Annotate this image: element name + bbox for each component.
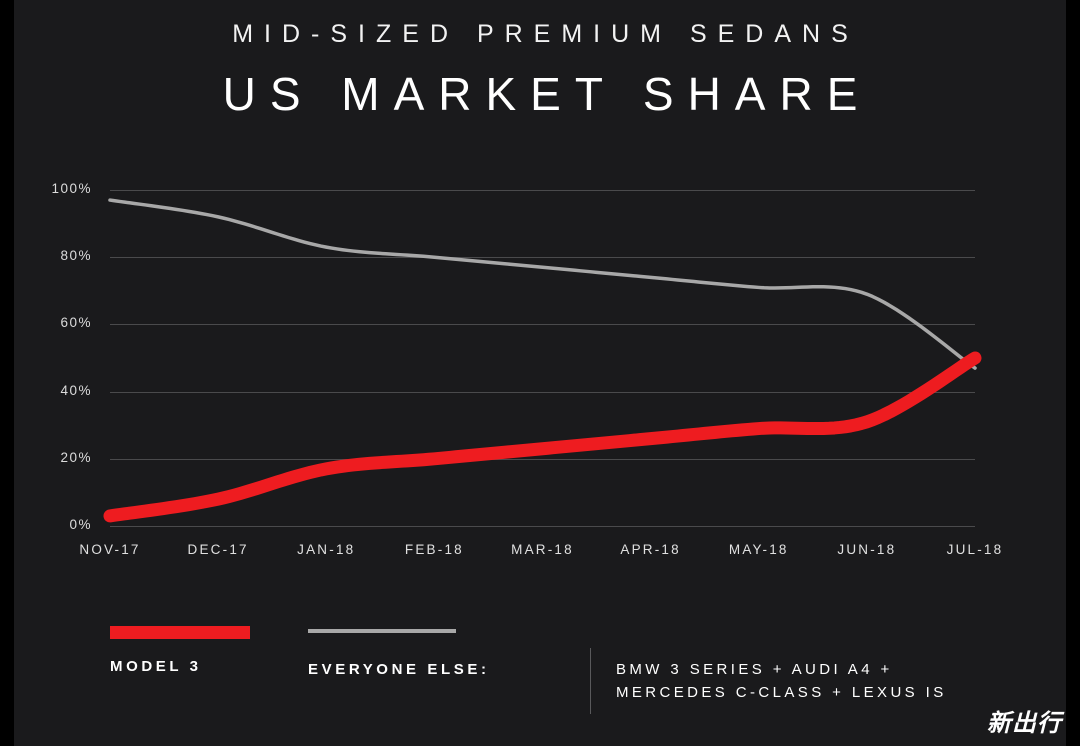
y-axis-labels: 0% 20% 40% 60% 80% 100% bbox=[0, 181, 100, 532]
legend-swatch-model3 bbox=[110, 626, 250, 639]
legend-label-model3: MODEL 3 bbox=[110, 658, 202, 675]
legend-description-line2: MERCEDES C-CLASS + LEXUS IS bbox=[616, 684, 947, 702]
gridline bbox=[110, 526, 975, 527]
x-tick-label: MAR-18 bbox=[511, 542, 574, 557]
gridline bbox=[110, 190, 975, 191]
series-line-model3 bbox=[103, 351, 982, 523]
y-tick-label: 0% bbox=[69, 517, 92, 532]
x-tick-label: DEC-17 bbox=[187, 542, 249, 557]
right-edge-bar bbox=[1066, 0, 1080, 746]
chart-title: US MARKET SHARE bbox=[222, 68, 872, 120]
legend-description-line1: BMW 3 SERIES + AUDI A4 + bbox=[616, 661, 893, 678]
series-lines bbox=[103, 198, 982, 523]
gridline bbox=[110, 458, 975, 460]
x-tick-label: JUL-18 bbox=[946, 542, 1004, 557]
x-tick-label: JAN-18 bbox=[297, 542, 356, 557]
plot-region bbox=[103, 190, 982, 527]
x-tick-label: NOV-17 bbox=[79, 542, 141, 557]
chart-legend: MODEL 3 EVERYONE ELSE: BMW 3 SERIES + AU… bbox=[110, 612, 1010, 722]
x-axis-labels: NOV-17 DEC-17 JAN-18 FEB-18 MAR-18 APR-1… bbox=[79, 542, 1001, 566]
gridline bbox=[110, 257, 975, 259]
watermark: 新出行 bbox=[987, 709, 1062, 737]
chart-subtitle: MID-SIZED PREMIUM SEDANS bbox=[232, 20, 859, 48]
y-tick-label: 80% bbox=[60, 248, 92, 264]
chart-area: 0% 20% 40% 60% 80% 100% NOV-17 DEC-17 JA… bbox=[0, 160, 1080, 580]
x-tick-label: MAY-18 bbox=[728, 542, 789, 557]
x-tick-label: FEB-18 bbox=[404, 542, 464, 557]
legend-description: BMW 3 SERIES + AUDI A4 + MERCEDES C-CLAS… bbox=[616, 658, 947, 705]
legend-swatch-everyone-else bbox=[308, 629, 456, 633]
gridline bbox=[110, 391, 975, 393]
y-tick-label: 40% bbox=[60, 382, 92, 398]
y-tick-label: 20% bbox=[60, 449, 92, 465]
gridline bbox=[110, 324, 975, 326]
title-block: MID-SIZED PREMIUM SEDANS US MARKET SHARE bbox=[0, 20, 1080, 120]
legend-divider bbox=[590, 648, 591, 714]
y-tick-label: 60% bbox=[60, 315, 92, 331]
y-tick-label: 100% bbox=[51, 181, 92, 196]
x-tick-label: APR-18 bbox=[620, 542, 681, 557]
legend-label-everyone-else-line1: EVERYONE ELSE: bbox=[308, 661, 490, 678]
legend-label-everyone-else: EVERYONE ELSE: bbox=[308, 658, 490, 681]
x-tick-label: JUN-18 bbox=[837, 542, 897, 557]
series-line-everyone-else bbox=[108, 198, 977, 370]
left-edge-bar bbox=[0, 0, 14, 746]
